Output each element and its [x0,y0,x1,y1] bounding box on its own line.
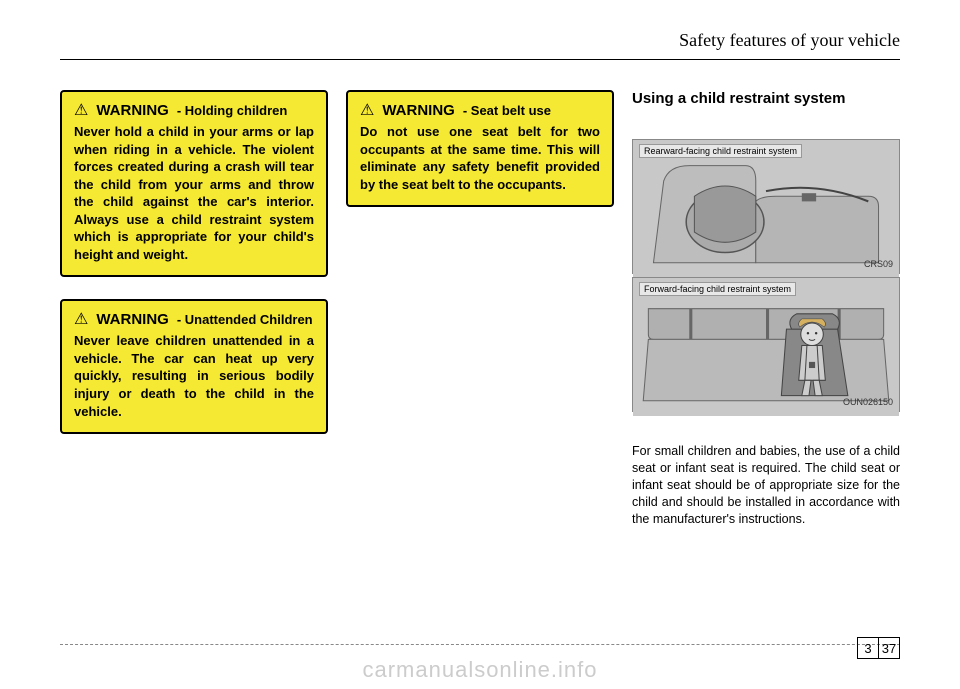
column-2: ⚠ WARNING - Seat belt use Do not use one… [346,90,614,527]
warning-icon: ⚠ [74,103,88,119]
warning-body: Never leave children unattended in a veh… [74,332,314,420]
figure-rearward: Rearward-facing child restraint system C… [632,139,900,274]
warning-icon: ⚠ [360,103,374,119]
forward-seat-illustration [633,278,899,416]
section-title: Using a child restraint system [632,90,900,107]
footer-chapter: 3 [857,637,879,659]
warning-subtitle: - Seat belt use [463,103,551,118]
warning-seat-belt-use: ⚠ WARNING - Seat belt use Do not use one… [346,90,614,207]
warning-body: Do not use one seat belt for two occupan… [360,123,600,193]
figure-code: CRS09 [864,259,893,269]
figure-code: OUN026150 [843,397,893,407]
warning-body: Never hold a child in your arms or lap w… [74,123,314,263]
footer-dash [60,644,900,645]
watermark: carmanualsonline.info [362,657,597,683]
figure-forward: Forward-facing child restraint system [632,277,900,412]
footer-page: 37 [878,637,900,659]
warning-holding-children: ⚠ WARNING - Holding children Never hold … [60,90,328,277]
column-1: ⚠ WARNING - Holding children Never hold … [60,90,328,527]
rearward-seat-illustration [633,140,899,278]
section-body: For small children and babies, the use o… [632,443,900,527]
header-rule [60,59,900,60]
page-footer: 3 37 [858,637,900,659]
warning-title: WARNING [96,102,169,119]
warning-unattended-children: ⚠ WARNING - Unattended Children Never le… [60,299,328,434]
warning-subtitle: - Holding children [177,103,288,118]
column-3: Using a child restraint system Rearward-… [632,90,900,527]
warning-title: WARNING [96,311,169,328]
figure-label: Forward-facing child restraint system [639,282,796,296]
warning-icon: ⚠ [74,312,88,328]
figure-label: Rearward-facing child restraint system [639,144,802,158]
warning-subtitle: - Unattended Children [177,312,313,327]
page-header: Safety features of your vehicle [60,30,900,51]
warning-title: WARNING [382,102,455,119]
